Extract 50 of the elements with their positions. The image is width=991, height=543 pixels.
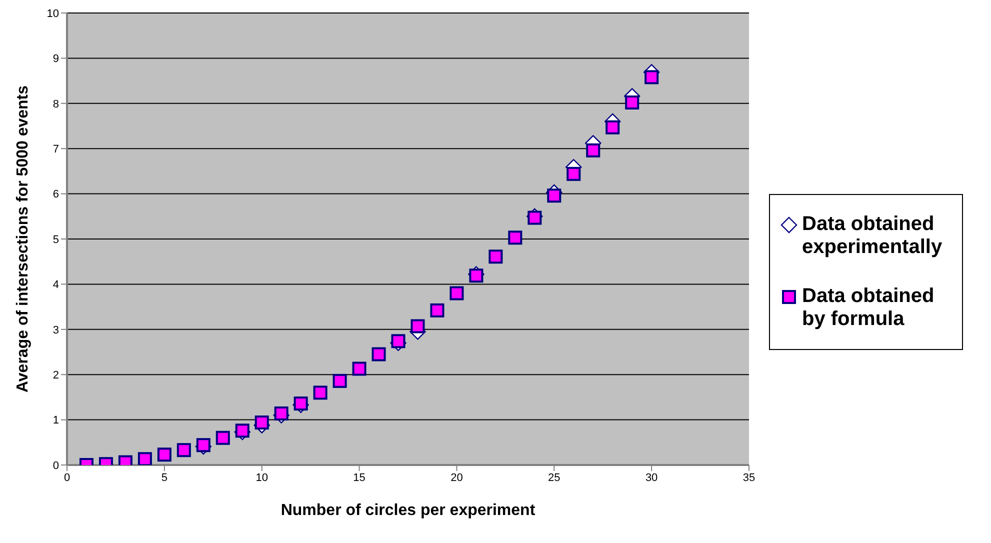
x-tick-label: 5 [161, 472, 168, 484]
y-tick-label: 5 [52, 234, 59, 246]
x-tick-label: 10 [256, 472, 268, 484]
point [430, 303, 444, 318]
y-tick-label: 2 [52, 370, 59, 382]
point [566, 166, 581, 181]
point [157, 448, 172, 462]
point [391, 334, 406, 348]
point [176, 443, 191, 458]
point [606, 120, 620, 134]
point [644, 70, 659, 84]
point [235, 424, 250, 438]
point [196, 438, 210, 452]
y-tick-label: 9 [52, 53, 59, 66]
point [625, 95, 640, 110]
x-tick-label: 25 [548, 472, 560, 484]
y-tick-label: 6 [52, 188, 59, 201]
x-axis-title: Number of circles per experiment [280, 502, 536, 519]
x-tick-label: 20 [450, 472, 463, 484]
point [469, 268, 484, 283]
point [410, 319, 425, 334]
point [313, 386, 328, 400]
point [294, 396, 308, 411]
point [508, 230, 522, 245]
point [216, 430, 230, 445]
x-tick-label: 35 [742, 472, 756, 484]
point [372, 347, 386, 362]
point [138, 452, 152, 465]
y-tick-label: 8 [52, 98, 59, 110]
point [274, 406, 288, 420]
y-tick-label: 7 [52, 144, 59, 156]
y-tick-label: 0 [52, 460, 59, 472]
x-tick-label: 0 [64, 472, 70, 484]
point [352, 362, 366, 376]
y-tick-label: 4 [52, 279, 59, 292]
point [586, 143, 600, 158]
legend-label: Data obtained experimentally [802, 212, 944, 258]
x-tick-label: 15 [353, 472, 366, 484]
x-tick-label: 30 [645, 472, 658, 484]
y-tick-label: 10 [46, 8, 59, 20]
legend-label: Data obtained by formula [802, 284, 936, 330]
y-tick-label: 1 [52, 414, 59, 427]
point [332, 374, 347, 388]
point [528, 210, 542, 225]
point [488, 250, 503, 264]
point [547, 188, 562, 203]
y-axis-title: Average of intersections for 5000 events [14, 85, 32, 393]
y-tick-label: 3 [52, 324, 59, 336]
point [254, 416, 269, 430]
point [450, 286, 464, 300]
